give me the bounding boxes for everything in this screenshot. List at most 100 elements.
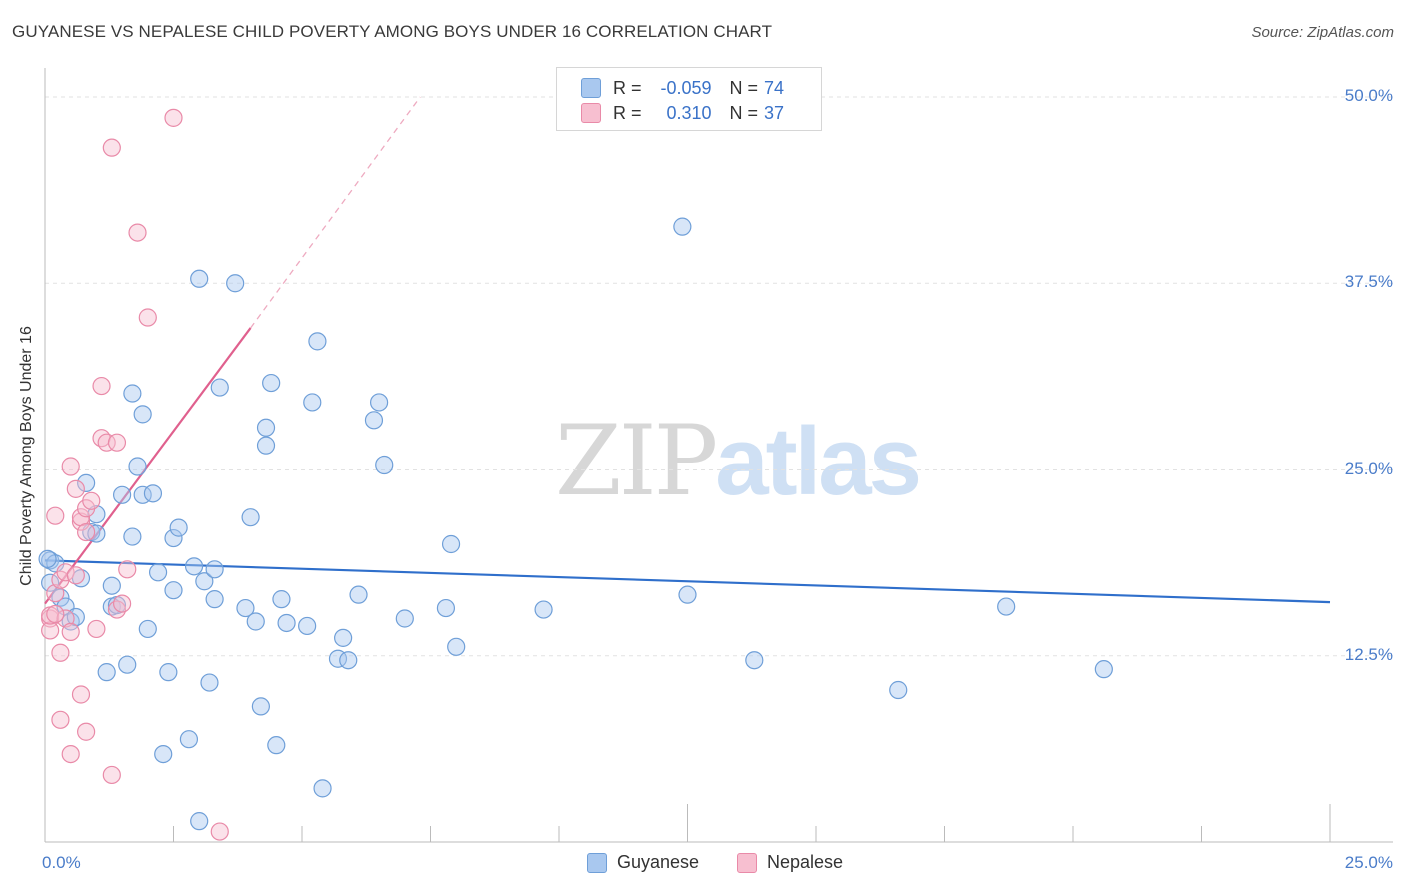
point-nepalese bbox=[66, 479, 85, 498]
y-axis-title: Child Poverty Among Boys Under 16 bbox=[18, 326, 35, 586]
point-guyanese bbox=[441, 534, 461, 554]
point-guyanese bbox=[298, 616, 317, 636]
point-nepalese bbox=[41, 621, 60, 640]
point-guyanese bbox=[339, 651, 358, 670]
watermark: ZIPatlas bbox=[555, 405, 922, 517]
point-guyanese bbox=[436, 598, 456, 618]
point-guyanese bbox=[143, 484, 163, 503]
point-guyanese bbox=[308, 332, 327, 351]
n-label: N = bbox=[729, 102, 759, 123]
data-points bbox=[38, 108, 1113, 841]
grid-lines bbox=[45, 96, 1393, 657]
point-guyanese bbox=[236, 598, 255, 618]
point-guyanese bbox=[184, 557, 204, 576]
y-tick-25: 25.0% bbox=[1344, 458, 1393, 478]
point-nepalese bbox=[51, 710, 70, 729]
point-nepalese bbox=[107, 433, 127, 452]
y-tick-37-5: 37.5% bbox=[1344, 272, 1393, 292]
point-nepalese bbox=[46, 604, 65, 624]
point-guyanese bbox=[267, 736, 286, 755]
legend-item-nepalese: Nepalese bbox=[737, 852, 843, 873]
y-tick-12-5: 12.5% bbox=[1344, 644, 1393, 664]
point-guyanese bbox=[534, 600, 553, 619]
point-nepalese bbox=[46, 584, 65, 603]
legend-label-nepalese: Nepalese bbox=[767, 852, 844, 872]
point-guyanese bbox=[102, 576, 121, 595]
trend-line-nepalese bbox=[44, 327, 252, 605]
point-nepalese bbox=[56, 563, 75, 582]
point-guyanese bbox=[195, 572, 214, 591]
point-guyanese bbox=[148, 563, 168, 582]
point-nepalese bbox=[97, 433, 116, 452]
source-credit: Source: ZipAtlas.com bbox=[1251, 24, 1394, 41]
point-guyanese bbox=[118, 655, 137, 674]
guyanese-n-value: 74 bbox=[764, 77, 785, 98]
guyanese-legend-swatch bbox=[587, 852, 607, 873]
r-label: R = bbox=[613, 102, 642, 123]
point-guyanese bbox=[349, 585, 368, 604]
point-guyanese bbox=[138, 619, 157, 639]
point-guyanese bbox=[154, 744, 173, 764]
point-nepalese bbox=[102, 138, 121, 157]
point-guyanese bbox=[112, 485, 132, 504]
point-nepalese bbox=[51, 643, 70, 662]
guyanese-swatch bbox=[581, 78, 601, 98]
point-guyanese bbox=[226, 274, 245, 293]
point-nepalese bbox=[118, 560, 137, 579]
point-nepalese bbox=[82, 491, 101, 510]
point-nepalese bbox=[128, 223, 147, 242]
point-nepalese bbox=[56, 609, 75, 628]
point-nepalese bbox=[210, 822, 229, 841]
point-guyanese bbox=[997, 597, 1016, 616]
point-guyanese bbox=[251, 697, 270, 716]
legend-item-guyanese: Guyanese bbox=[587, 852, 699, 873]
point-guyanese bbox=[205, 590, 224, 609]
point-guyanese bbox=[889, 680, 908, 700]
point-nepalese bbox=[71, 512, 91, 531]
point-guyanese bbox=[133, 405, 152, 424]
point-guyanese bbox=[77, 473, 96, 493]
point-guyanese bbox=[272, 590, 291, 609]
r-label: R = bbox=[613, 77, 642, 98]
point-guyanese bbox=[745, 651, 764, 670]
guyanese-r-value: -0.059 bbox=[660, 77, 712, 98]
watermark-atlas: atlas bbox=[715, 408, 922, 515]
point-guyanese bbox=[1094, 660, 1113, 679]
point-guyanese bbox=[256, 436, 276, 455]
point-guyanese bbox=[334, 628, 353, 647]
point-nepalese bbox=[46, 506, 65, 525]
point-nepalese bbox=[107, 600, 127, 619]
x-tick-min: 0.0% bbox=[42, 853, 81, 872]
nepalese-legend-swatch bbox=[737, 852, 757, 873]
trend-lines bbox=[44, 96, 1331, 605]
point-nepalese bbox=[92, 376, 111, 396]
point-nepalese bbox=[66, 566, 85, 585]
point-nepalese bbox=[112, 594, 132, 613]
watermark-zip: ZIP bbox=[555, 405, 718, 517]
point-guyanese bbox=[87, 505, 106, 524]
stat-row-nepalese: R = 0.310 N = 37 bbox=[581, 101, 784, 125]
nepalese-r-value: 0.310 bbox=[666, 102, 712, 123]
point-nepalese bbox=[102, 765, 121, 785]
point-guyanese bbox=[246, 612, 265, 631]
point-guyanese bbox=[164, 528, 183, 548]
correlation-legend: R = -0.059 N = 74 R = 0.310 N = 37 bbox=[556, 67, 822, 131]
point-guyanese bbox=[313, 779, 332, 798]
point-guyanese bbox=[190, 812, 209, 831]
point-guyanese bbox=[364, 411, 384, 430]
nepalese-swatch bbox=[581, 103, 601, 123]
point-guyanese bbox=[395, 609, 414, 628]
stat-row-guyanese: R = -0.059 N = 74 bbox=[581, 76, 784, 100]
chart-title: GUYANESE VS NEPALESE CHILD POVERTY AMONG… bbox=[12, 22, 773, 41]
point-guyanese bbox=[241, 508, 260, 527]
x-tick-max: 25.0% bbox=[1344, 853, 1393, 872]
axes bbox=[44, 68, 1393, 843]
series-legend: Guyanese Nepalese bbox=[0, 852, 1406, 878]
point-guyanese bbox=[128, 457, 147, 476]
legend-label-guyanese: Guyanese bbox=[617, 852, 700, 872]
point-nepalese bbox=[61, 457, 80, 476]
point-nepalese bbox=[77, 522, 96, 542]
point-guyanese bbox=[169, 518, 188, 537]
point-guyanese bbox=[164, 581, 183, 600]
point-guyanese bbox=[256, 418, 276, 437]
